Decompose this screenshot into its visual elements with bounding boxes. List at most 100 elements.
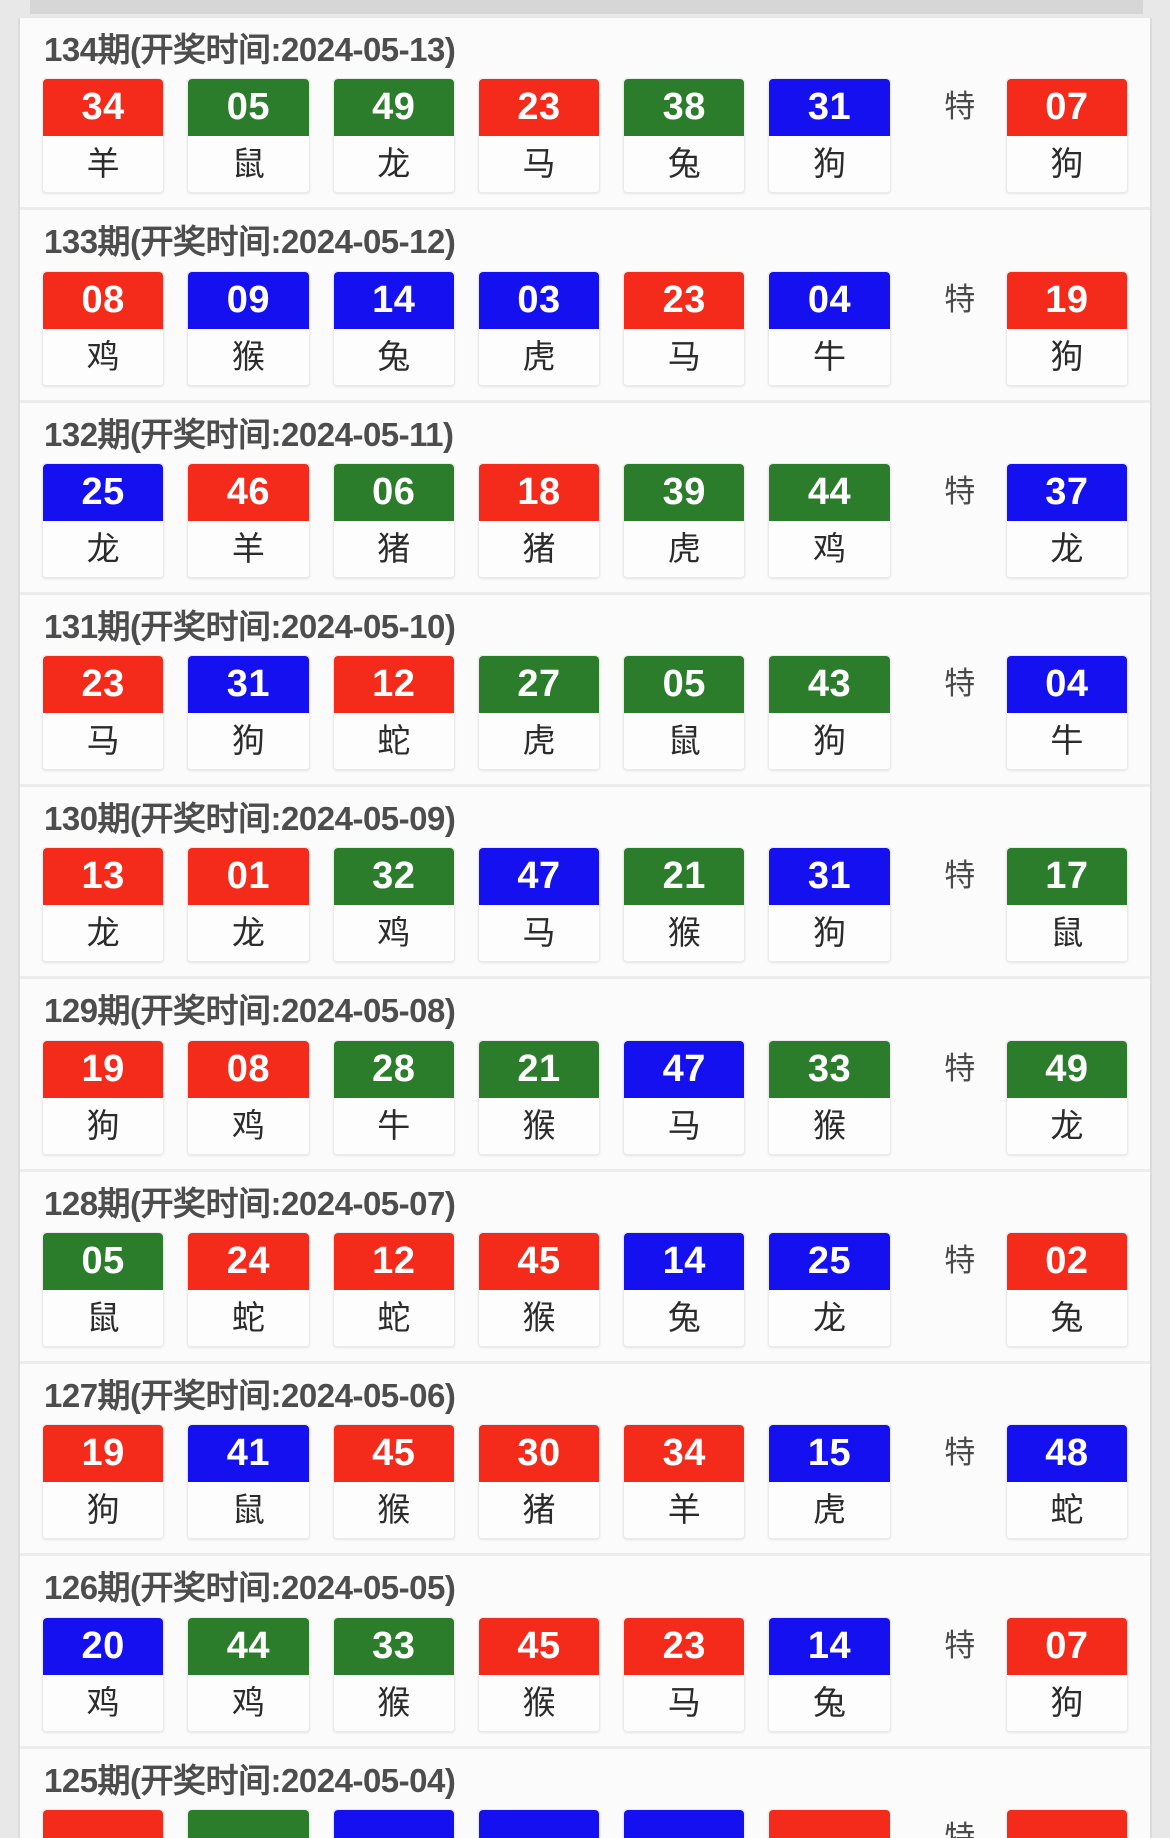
ball-cell[interactable]: 25 龙 <box>768 1232 891 1348</box>
draw-block: 132期(开奖时间:2024-05-11) 25 龙 46 羊 06 猪 18 猪 39 虎 44 鸡特… <box>20 402 1150 595</box>
ball-cell[interactable] <box>187 1808 310 1838</box>
ball-cell[interactable]: 21 猴 <box>477 1039 601 1155</box>
ball-cell[interactable]: 38 兔 <box>623 78 746 194</box>
ball-cell[interactable]: 47 马 <box>623 1039 746 1155</box>
ball-zodiac: 龙 <box>188 905 309 962</box>
ball-number: 23 <box>624 1617 745 1675</box>
ball-cell[interactable]: 13 龙 <box>42 847 165 963</box>
ball-number: 14 <box>769 1617 890 1675</box>
ball-cell[interactable]: 14 兔 <box>768 1616 891 1732</box>
ball-cell[interactable]: 12 蛇 <box>332 655 455 771</box>
ball-cell[interactable]: 41 鼠 <box>187 1424 310 1540</box>
ball-cell[interactable]: 30 猪 <box>477 1424 601 1540</box>
ball-cell[interactable]: 12 蛇 <box>332 1232 455 1348</box>
ball-number: 05 <box>43 1233 164 1291</box>
ball-cell[interactable]: 09 猴 <box>187 270 310 386</box>
ball-cell[interactable]: 28 牛 <box>332 1039 455 1155</box>
special-ball-cell[interactable]: 04 牛 <box>1005 655 1128 771</box>
ball-cell[interactable]: 44 鸡 <box>187 1616 310 1732</box>
ball-cell[interactable]: 49 龙 <box>332 78 455 194</box>
ball-number: 15 <box>769 1425 890 1483</box>
ball-cell[interactable]: 33 猴 <box>768 1039 891 1155</box>
draw-block: 125期(开奖时间:2024-05-04) 特 <box>20 1748 1150 1838</box>
ball-cell[interactable]: 25 龙 <box>42 462 165 578</box>
ball-cell[interactable]: 34 羊 <box>42 78 165 194</box>
ball-cell[interactable]: 43 狗 <box>768 655 891 771</box>
ball-number: 45 <box>478 1617 600 1675</box>
ball-cell[interactable]: 08 鸡 <box>42 270 165 386</box>
ball-cell[interactable] <box>768 1808 891 1838</box>
ball-number: 23 <box>478 79 600 137</box>
special-ball-label: 特 <box>944 1243 976 1279</box>
special-ball-label: 特 <box>944 1050 976 1086</box>
ball-zodiac: 虎 <box>769 1482 890 1539</box>
ball-cell[interactable]: 44 鸡 <box>768 462 891 578</box>
ball-cell[interactable]: 05 鼠 <box>187 78 310 194</box>
special-ball-cell[interactable]: 48 蛇 <box>1005 1424 1128 1540</box>
ball-cell[interactable]: 18 猪 <box>477 462 601 578</box>
ball-cell[interactable]: 39 虎 <box>623 462 746 578</box>
ball-cell[interactable]: 08 鸡 <box>187 1039 310 1155</box>
ball-cell[interactable]: 31 狗 <box>187 655 310 771</box>
ball-cell[interactable]: 24 蛇 <box>187 1232 310 1348</box>
special-ball-cell[interactable]: 17 鼠 <box>1005 847 1128 963</box>
ball-cell[interactable]: 23 马 <box>623 270 746 386</box>
ball-cell[interactable]: 45 猴 <box>477 1616 601 1732</box>
special-ball-cell[interactable]: 49 龙 <box>1005 1039 1128 1155</box>
balls-row: 08 鸡 09 猴 14 兔 03 虎 23 马 04 牛特 19 狗 <box>20 270 1150 400</box>
ball-cell[interactable]: 04 牛 <box>768 270 891 386</box>
special-ball-cell[interactable]: 37 龙 <box>1005 462 1128 578</box>
ball-cell[interactable]: 31 狗 <box>768 78 891 194</box>
ball-number <box>333 1809 454 1838</box>
ball-cell[interactable]: 32 鸡 <box>332 847 455 963</box>
ball-number: 43 <box>769 656 890 714</box>
ball-cell[interactable]: 05 鼠 <box>623 655 746 771</box>
ball-zodiac: 虎 <box>478 328 600 385</box>
draw-title: 130期(开奖时间:2024-05-09) <box>44 800 456 838</box>
ball-cell[interactable]: 27 虎 <box>477 655 601 771</box>
ball-zodiac: 猴 <box>478 1290 600 1347</box>
ball-cell[interactable]: 23 马 <box>623 1616 746 1732</box>
ball-cell[interactable]: 19 狗 <box>42 1039 165 1155</box>
special-ball-label: 特 <box>944 1819 976 1838</box>
special-ball-label: 特 <box>944 1627 976 1663</box>
ball-number: 33 <box>333 1617 454 1675</box>
ball-cell[interactable]: 21 猴 <box>623 847 746 963</box>
ball-cell[interactable]: 03 虎 <box>477 270 601 386</box>
special-ball-cell[interactable]: 07 狗 <box>1005 78 1128 194</box>
ball-cell[interactable]: 14 兔 <box>623 1232 746 1348</box>
draw-block: 127期(开奖时间:2024-05-06) 19 狗 41 鼠 45 猴 30 猪 34 羊 15 虎特… <box>20 1364 1150 1557</box>
ball-number: 31 <box>769 79 890 137</box>
ball-cell[interactable]: 15 虎 <box>768 1424 891 1540</box>
balls-row: 20 鸡 44 鸡 33 猴 45 猴 23 马 14 兔 特 07 狗 <box>20 1616 1150 1746</box>
ball-cell[interactable]: 33 猴 <box>332 1616 455 1732</box>
ball-cell[interactable]: 05 鼠 <box>42 1232 165 1348</box>
special-ball-cell[interactable] <box>1005 1808 1128 1838</box>
ball-cell[interactable]: 45 猴 <box>477 1232 601 1348</box>
special-ball-cell[interactable]: 19 狗 <box>1005 270 1128 386</box>
balls-row: 19 狗 08 鸡 28 牛 21 猴 47 马 33 猴 特 49 龙 <box>20 1039 1150 1169</box>
ball-cell[interactable] <box>623 1808 746 1838</box>
ball-cell[interactable] <box>42 1808 165 1838</box>
ball-cell[interactable]: 23 马 <box>477 78 601 194</box>
ball-cell[interactable]: 14 兔 <box>332 270 455 386</box>
draw-title: 134期(开奖时间:2024-05-13) <box>44 31 456 68</box>
special-ball-cell[interactable]: 02 兔 <box>1005 1232 1128 1348</box>
ball-zodiac: 猪 <box>478 520 600 577</box>
ball-cell[interactable]: 06 猪 <box>332 462 455 578</box>
special-ball-cell[interactable]: 07 狗 <box>1005 1616 1128 1732</box>
ball-cell[interactable]: 23 马 <box>42 655 165 771</box>
ball-number: 32 <box>333 848 454 906</box>
ball-cell[interactable] <box>332 1808 455 1838</box>
ball-cell[interactable]: 20 鸡 <box>42 1616 165 1732</box>
ball-cell[interactable]: 45 猴 <box>332 1424 455 1540</box>
ball-cell[interactable]: 47 马 <box>477 847 601 963</box>
ball-number: 34 <box>624 1425 745 1483</box>
ball-cell[interactable]: 46 羊 <box>187 462 310 578</box>
ball-cell[interactable]: 34 羊 <box>623 1424 746 1540</box>
ball-number: 09 <box>188 271 309 329</box>
ball-cell[interactable]: 19 狗 <box>42 1424 165 1540</box>
ball-cell[interactable] <box>477 1808 601 1838</box>
ball-cell[interactable]: 31 狗 <box>768 847 891 963</box>
ball-cell[interactable]: 01 龙 <box>187 847 310 963</box>
